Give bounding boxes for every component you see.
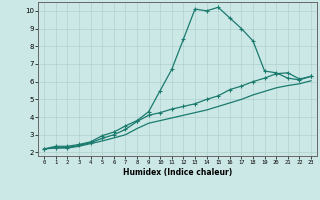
X-axis label: Humidex (Indice chaleur): Humidex (Indice chaleur): [123, 168, 232, 177]
